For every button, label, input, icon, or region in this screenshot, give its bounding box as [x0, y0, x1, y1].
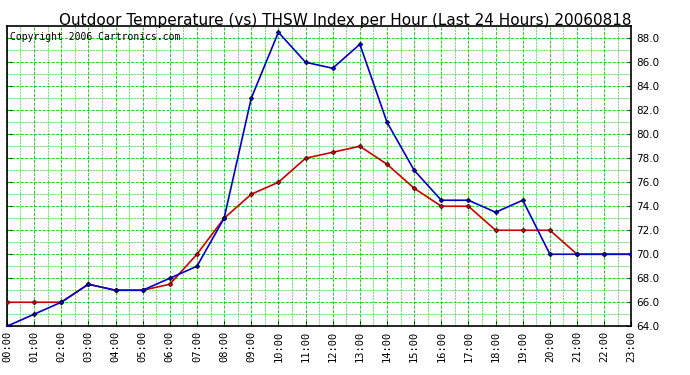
Text: Outdoor Temperature (vs) THSW Index per Hour (Last 24 Hours) 20060818: Outdoor Temperature (vs) THSW Index per … — [59, 13, 631, 28]
Text: Copyright 2006 Cartronics.com: Copyright 2006 Cartronics.com — [10, 32, 180, 42]
